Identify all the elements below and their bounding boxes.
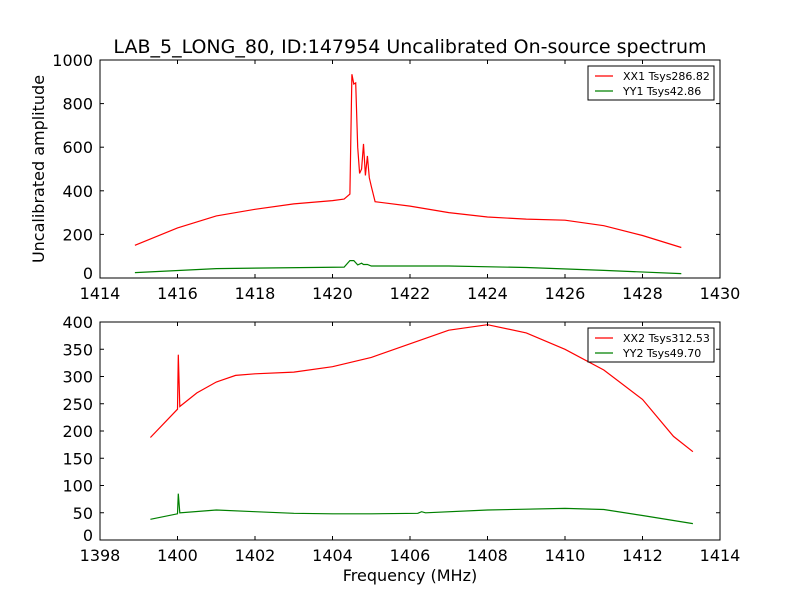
legend-label: YY2 Tsys49.70 (622, 347, 701, 360)
y-tick-label: 250 (62, 395, 93, 414)
x-tick-label: 1422 (390, 284, 431, 303)
y-tick-label: 100 (62, 477, 93, 496)
y-tick-label: 600 (62, 138, 93, 157)
x-tick-label: 1398 (80, 546, 121, 565)
x-tick-label: 1406 (390, 546, 431, 565)
y-tick-label: 200 (62, 225, 93, 244)
legend-label: YY1 Tsys42.86 (622, 85, 701, 98)
x-tick-label: 1420 (312, 284, 353, 303)
series-line-yy2 (150, 493, 693, 525)
y-tick-label: 0 (83, 526, 93, 545)
legend-label: XX1 Tsys286.82 (623, 70, 710, 83)
x-tick-label: 1410 (545, 546, 586, 565)
y-tick-label: 400 (62, 182, 93, 201)
x-axis-label: Frequency (MHz) (343, 566, 477, 585)
x-tick-label: 1408 (467, 546, 508, 565)
y-tick-label: 150 (62, 449, 93, 468)
legend-label: XX2 Tsys312.53 (623, 332, 710, 345)
y-tick-label: 300 (62, 368, 93, 387)
y-tick-label: 350 (62, 340, 93, 359)
x-tick-label: 1412 (622, 546, 663, 565)
y-tick-label: 400 (62, 313, 93, 332)
y-tick-label: 0 (83, 264, 93, 283)
legend-box (587, 327, 715, 363)
x-tick-label: 1424 (467, 284, 508, 303)
x-tick-label: 1428 (622, 284, 663, 303)
x-tick-label: 1414 (80, 284, 121, 303)
y-tick-label: 1000 (52, 51, 93, 70)
chart-title: LAB_5_LONG_80, ID:147954 Uncalibrated On… (113, 36, 706, 58)
y-axis-label: Uncalibrated amplitude (29, 75, 48, 263)
x-tick-label: 1418 (235, 284, 276, 303)
x-tick-label: 1430 (700, 284, 741, 303)
x-tick-label: 1426 (545, 284, 586, 303)
x-tick-label: 1414 (700, 546, 741, 565)
series-line-xx1 (134, 74, 682, 249)
series-line-yy1 (134, 260, 682, 275)
x-tick-label: 1404 (312, 546, 353, 565)
x-tick-label: 1402 (235, 546, 276, 565)
x-tick-label: 1416 (157, 284, 198, 303)
y-tick-label: 200 (62, 422, 93, 441)
legend-box (587, 65, 715, 101)
y-tick-label: 800 (62, 95, 93, 114)
x-tick-label: 1400 (157, 546, 198, 565)
series-line-xx2 (149, 324, 694, 453)
y-tick-label: 50 (73, 504, 93, 523)
